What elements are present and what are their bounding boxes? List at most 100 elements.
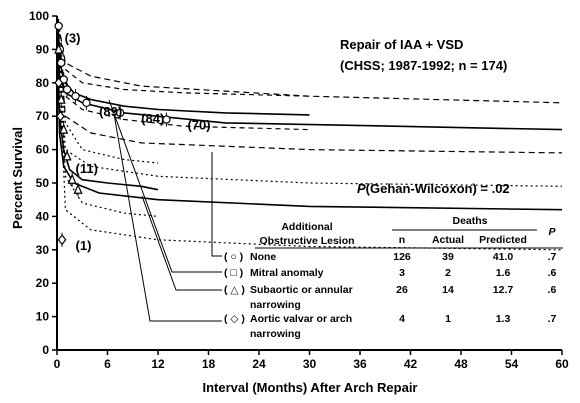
- annotation-rest: (Gehan-Wilcoxon) = .02: [366, 181, 510, 196]
- y-tick-label: 0: [42, 343, 49, 357]
- km-point-circle: [162, 115, 171, 124]
- row-symbol: ( △ ): [224, 284, 245, 296]
- row-predicted: 1.3: [496, 313, 511, 325]
- annotation-p-italic: P: [357, 181, 366, 196]
- x-tick-label: 54: [505, 357, 519, 371]
- km-point-triangle: [67, 173, 77, 184]
- table-header-n: n: [399, 234, 405, 246]
- fitted-survival-line: [56, 15, 563, 211]
- table-row: ( ◇ ) Aortic valvar or arch narrowing 4 …: [224, 313, 557, 340]
- leader-aortic: [113, 113, 222, 322]
- x-tick-label: 24: [252, 357, 266, 371]
- lower-confidence-line: [56, 15, 563, 251]
- x-tick-label: 12: [151, 357, 165, 371]
- km-point-circle: [71, 91, 80, 101]
- km-point-circle: [115, 108, 125, 118]
- marker-layer: [54, 19, 171, 247]
- chart-subtitle: (CHSS; 1987-1992; n = 174): [340, 58, 507, 73]
- leader-none: [211, 152, 222, 257]
- km-point-circle: [54, 21, 63, 31]
- upper-confidence-line: [56, 15, 159, 164]
- table-row: ( ○ ) None 126 39 41.0 .7: [224, 251, 557, 263]
- km-point-triangle: [62, 150, 72, 161]
- row-p: .6: [548, 267, 557, 279]
- lower-confidence-line: [56, 15, 310, 131]
- leader-subaortic: [141, 195, 222, 291]
- number-at-risk-label: (89): [99, 104, 122, 119]
- deaths-table: Additional Obstructive Lesion Deaths n A…: [224, 215, 563, 340]
- km-point-circle: [82, 98, 91, 108]
- row-lesion: Aortic valvar or arch: [250, 313, 352, 325]
- row-lesion: Mitral anomaly: [250, 267, 324, 279]
- axes-layer: 0 6 12 18 24 30 36 42 48 54 6001020304050607080901…: [29, 9, 569, 371]
- y-tick-label: 40: [36, 209, 50, 223]
- y-tick-label: 10: [36, 310, 50, 324]
- row-p: .6: [548, 284, 557, 296]
- series-square: [56, 15, 563, 154]
- y-tick-label: 80: [36, 76, 50, 90]
- table-row: ( □ ) Mitral anomaly 3 2 1.6 .6: [224, 267, 557, 279]
- fitted-survival-line: [56, 15, 310, 116]
- km-point-diamond: [57, 234, 67, 246]
- number-at-risk-label: (11): [76, 161, 98, 176]
- x-axis-label: Interval (Months) After Arch Repair: [202, 380, 417, 395]
- number-at-risk-label: (84): [141, 111, 164, 126]
- row-n: 126: [393, 251, 411, 263]
- row-actual: 14: [442, 284, 454, 296]
- lower-confidence-line: [56, 15, 159, 217]
- row-lesion: None: [250, 251, 276, 263]
- row-n: 4: [399, 313, 405, 325]
- y-tick-label: 100: [29, 9, 49, 23]
- table-row: ( △ ) Subaortic or annular narrowing 26 …: [224, 284, 557, 311]
- table-header-lesion-2: Obstructive Lesion: [259, 235, 354, 247]
- gehan-wilcoxon-annotation: P(Gehan-Wilcoxon) = .02: [357, 181, 510, 196]
- x-tick-label: 42: [404, 357, 418, 371]
- row-symbol: ( ◇ ): [224, 313, 245, 325]
- x-tick-label: 18: [202, 357, 216, 371]
- row-symbol: ( ○ ): [224, 251, 243, 263]
- km-point-triangle: [59, 123, 69, 134]
- row-p: .7: [548, 313, 557, 325]
- km-point-circle: [57, 58, 66, 67]
- km-point-diamond: [54, 77, 64, 89]
- leader-lines: [108, 99, 222, 322]
- table-header-p: P: [548, 226, 556, 238]
- km-point-diamond: [56, 110, 65, 122]
- table-header-lesion-1: Additional: [281, 221, 332, 233]
- y-axis-label: Percent Survival: [10, 127, 25, 229]
- x-tick-label: 36: [353, 357, 367, 371]
- x-tick-label: 6: [104, 357, 111, 371]
- row-lesion: Subaortic or annular: [250, 284, 353, 296]
- y-tick-label: 30: [36, 243, 50, 257]
- row-actual: 39: [442, 251, 454, 263]
- row-predicted: 1.6: [496, 267, 511, 279]
- row-predicted: 41.0: [493, 251, 514, 263]
- row-lesion-line2: narrowing: [250, 299, 301, 311]
- row-n: 26: [396, 284, 408, 296]
- table-header-actual: Actual: [432, 234, 464, 246]
- upper-confidence-line: [56, 15, 310, 97]
- row-lesion-line2: narrowing: [250, 328, 301, 340]
- row-n: 3: [399, 267, 405, 279]
- x-tick-label: 48: [454, 357, 468, 371]
- series-circle: [56, 15, 310, 131]
- row-symbol: ( □ ): [224, 267, 243, 279]
- table-header-predicted: Predicted: [479, 234, 527, 246]
- number-at-risk-label: (70): [187, 118, 210, 133]
- km-point-triangle: [73, 183, 83, 194]
- y-tick-label: 90: [36, 42, 50, 56]
- x-tick-label: 60: [555, 357, 569, 371]
- number-at-risk-layer: (3) (89) (84) (70) (11) (1): [65, 31, 211, 253]
- km-point-circle: [62, 85, 72, 94]
- x-tick-label: 30: [303, 357, 317, 371]
- table-header-deaths: Deaths: [452, 215, 487, 227]
- row-actual: 2: [445, 267, 451, 279]
- chart-title: Repair of IAA + VSD: [340, 37, 463, 52]
- y-tick-label: 60: [36, 143, 50, 157]
- number-at-risk-label: (3): [65, 31, 81, 46]
- x-tick-label: 0: [54, 357, 61, 371]
- y-tick-label: 20: [36, 276, 50, 290]
- row-actual: 1: [445, 313, 451, 325]
- km-point-triangle: [54, 43, 64, 54]
